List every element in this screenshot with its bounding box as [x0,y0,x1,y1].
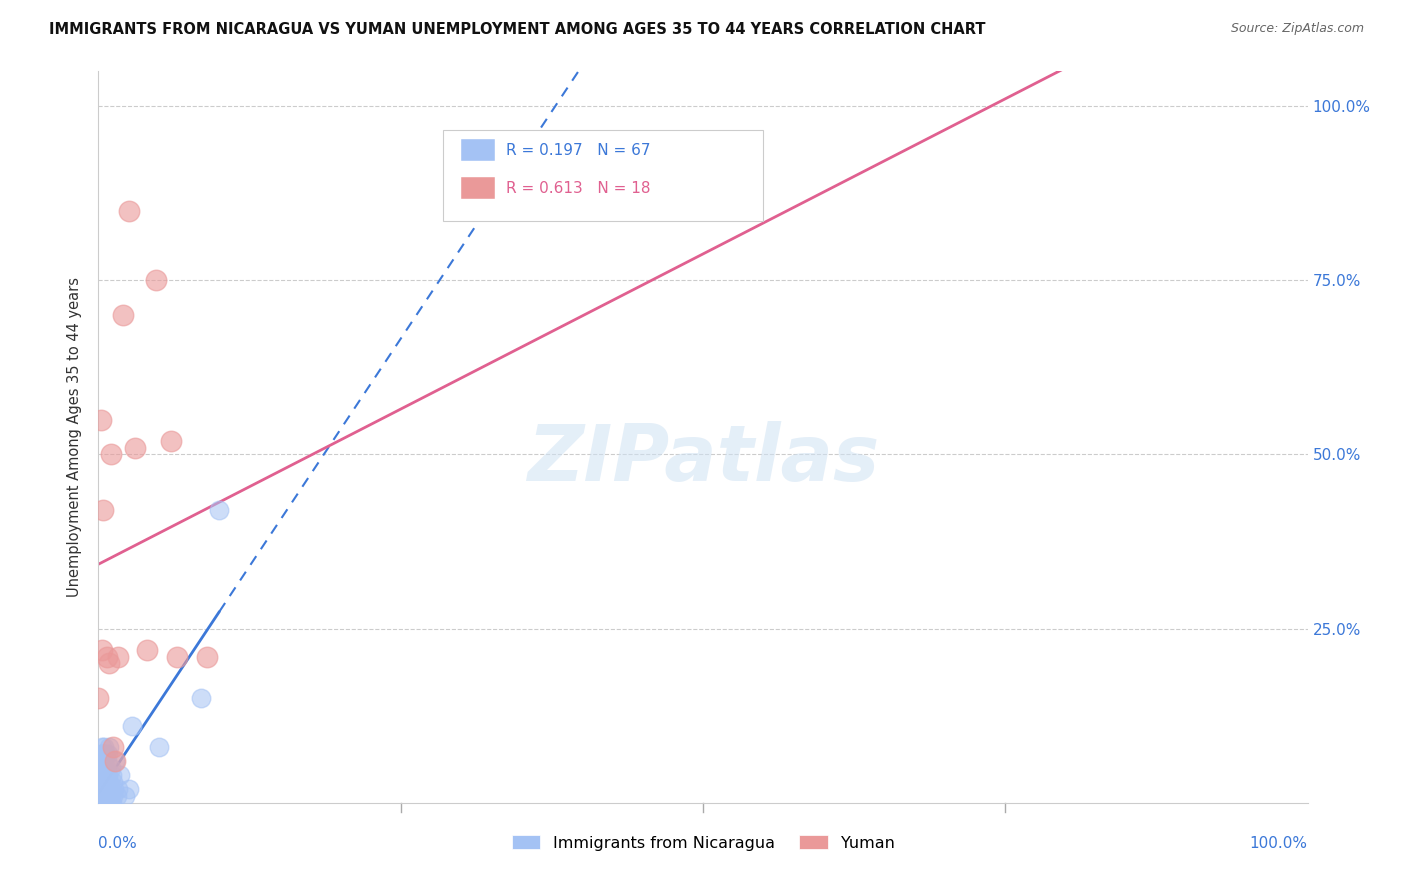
Point [101,775,124,789]
Point [93,740,115,755]
Point [105,789,128,803]
FancyBboxPatch shape [443,130,763,221]
Point [98,740,121,755]
Point [93,796,115,810]
Point [98,657,121,671]
Text: 100.0%: 100.0% [1250,836,1308,851]
Point [91,781,114,796]
Point [93,775,115,789]
Point [90,789,112,803]
Point [97,796,120,810]
Point [91,754,114,768]
Legend: Immigrants from Nicaragua, Yuman: Immigrants from Nicaragua, Yuman [505,829,901,857]
Point [96,649,118,664]
Point [118,781,141,796]
Point [87,796,110,810]
Point [90,796,112,810]
Point [89,796,111,810]
Point [90,781,112,796]
Point [103,781,125,796]
Point [100,768,122,782]
Point [98,775,121,789]
Point [96,789,118,803]
Point [107,649,129,664]
Text: IMMIGRANTS FROM NICARAGUA VS YUMAN UNEMPLOYMENT AMONG AGES 35 TO 44 YEARS CORREL: IMMIGRANTS FROM NICARAGUA VS YUMAN UNEMP… [49,22,986,37]
Point [160,434,183,448]
Point [195,649,218,664]
Point [100,796,122,810]
Point [89,775,111,789]
Point [208,503,231,517]
Point [93,747,115,761]
Point [90,768,112,782]
Point [96,754,118,768]
Point [90,796,112,810]
Point [100,781,122,796]
Point [100,448,122,462]
Point [91,796,114,810]
Point [100,761,122,775]
Text: Source: ZipAtlas.com: Source: ZipAtlas.com [1230,22,1364,36]
Point [91,796,114,810]
Point [96,775,118,789]
Point [89,796,111,810]
Point [90,412,112,426]
Point [100,796,122,810]
Point [111,308,134,322]
Point [91,761,114,775]
Point [91,789,114,803]
Text: 0.0%: 0.0% [98,836,138,851]
Point [91,642,114,657]
Point [97,768,120,782]
Point [91,754,114,768]
Point [104,754,127,768]
Point [118,203,141,218]
Point [97,781,120,796]
Point [124,441,146,455]
Text: R = 0.197   N = 67: R = 0.197 N = 67 [506,143,651,158]
Point [148,740,170,755]
Point [145,273,167,287]
Point [91,747,114,761]
Point [94,775,117,789]
Point [94,747,117,761]
Point [94,761,117,775]
Point [101,789,124,803]
Point [104,754,127,768]
FancyBboxPatch shape [461,178,495,200]
Point [93,789,115,803]
Y-axis label: Unemployment Among Ages 35 to 44 years: Unemployment Among Ages 35 to 44 years [67,277,83,597]
Point [108,768,131,782]
Point [98,796,121,810]
Point [97,747,120,761]
Point [101,740,124,755]
Point [190,691,212,706]
Text: ZIPatlas: ZIPatlas [527,421,879,497]
Point [94,768,117,782]
Point [94,789,117,803]
Point [121,719,143,733]
Point [89,761,111,775]
Text: R = 0.613   N = 18: R = 0.613 N = 18 [506,181,651,196]
FancyBboxPatch shape [461,139,495,161]
Point [107,781,129,796]
Point [91,789,114,803]
Point [91,740,114,755]
Point [89,781,111,796]
Point [90,747,112,761]
Point [87,691,110,706]
Point [91,781,114,796]
Point [166,649,188,664]
Point [91,775,114,789]
Point [91,503,114,517]
Point [135,642,157,657]
Point [90,775,112,789]
Point [91,775,114,789]
Point [93,761,115,775]
Point [94,796,117,810]
Point [91,747,114,761]
Point [114,789,136,803]
